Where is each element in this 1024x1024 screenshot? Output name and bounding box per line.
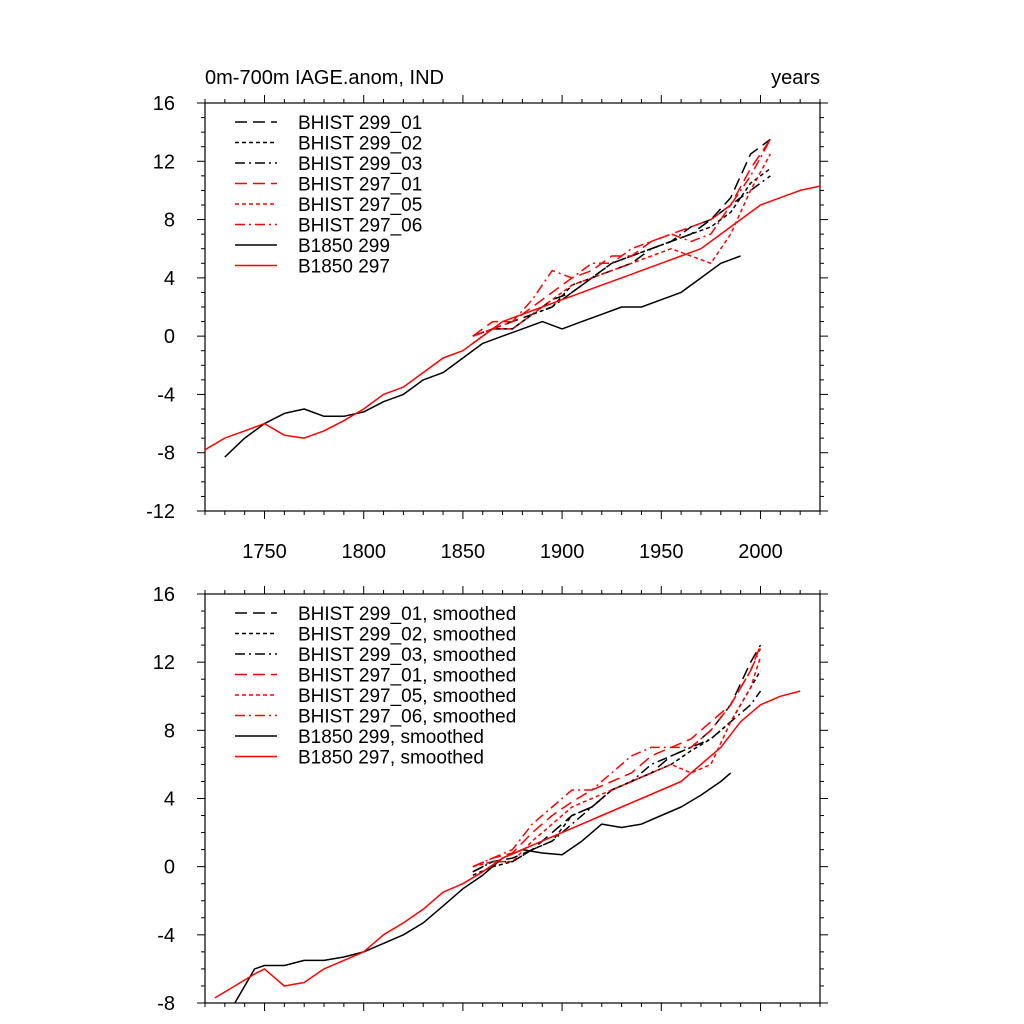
- x-tick-label: 1950: [639, 541, 684, 563]
- x-tick-label: 1900: [540, 541, 585, 563]
- x-tick-label: 1850: [441, 541, 486, 563]
- series-line-bottom-7: [214, 690, 801, 999]
- series-line-top-4: [472, 153, 772, 337]
- legend-label: BHIST 299_02: [298, 134, 422, 155]
- series-line-bottom-5: [472, 648, 762, 868]
- legend-label: B1850 297: [298, 257, 390, 278]
- top-chart-panel: 1750 1800 1850 1900 1950 2000 -12 -8 -4 0 4 8 12 16 0m…: [146, 67, 828, 563]
- legend-label: BHIST 297_06, smoothed: [298, 707, 516, 728]
- y-tick-label: -12: [146, 501, 175, 523]
- legend-label: B1850 297, smoothed: [298, 748, 484, 769]
- legend-label: BHIST 299_02, smoothed: [298, 625, 516, 646]
- y-tick-label: 4: [164, 268, 175, 290]
- series-line-bottom-4: [472, 656, 762, 868]
- series-line-bottom-6: [234, 772, 732, 1003]
- series-line-bottom-3: [472, 644, 762, 868]
- legend-label: BHIST 299_01: [298, 113, 422, 134]
- legend-label: BHIST 299_03: [298, 154, 422, 175]
- series-line-top-1: [472, 167, 771, 345]
- y-tick-label: 12: [153, 151, 175, 173]
- y-tick-label: 16: [153, 584, 175, 606]
- y-tick-label: 0: [164, 326, 175, 348]
- units-label: years: [771, 67, 820, 89]
- y-tick-label: -8: [157, 443, 175, 465]
- chart-title: 0m-700m IAGE.anom, IND: [205, 67, 444, 89]
- legend-label: B1850 299: [298, 236, 390, 257]
- y-tick-label: 4: [164, 789, 175, 811]
- legend-label: BHIST 297_01: [298, 175, 422, 196]
- x-tick-label: 2000: [738, 541, 783, 563]
- legend-label: BHIST 299_03, smoothed: [298, 645, 516, 666]
- y-tick-label: -4: [157, 925, 175, 947]
- series-line-top-5: [472, 139, 772, 337]
- x-tick-label: 1750: [242, 541, 287, 563]
- y-tick-label: 8: [164, 210, 175, 232]
- legend-label: BHIST 297_06: [298, 216, 422, 237]
- legend-label: BHIST 297_05, smoothed: [298, 686, 516, 707]
- x-tick-label: 1800: [341, 541, 386, 563]
- series-line-top-2: [472, 175, 771, 337]
- series-line-top-0: [472, 138, 771, 337]
- series-group-bottom: [214, 644, 801, 1003]
- series-group-top: [205, 138, 820, 458]
- legend-label: BHIST 297_05: [298, 195, 422, 216]
- y-tick-label: 0: [164, 857, 175, 879]
- y-tick-label: -4: [157, 384, 175, 406]
- series-line-top-7: [205, 185, 820, 451]
- legend-label: BHIST 299_01, smoothed: [298, 604, 516, 625]
- series-line-top-6: [224, 255, 741, 458]
- y-tick-label: 16: [153, 93, 175, 115]
- y-tick-label: 12: [153, 652, 175, 674]
- legend-label: B1850 299, smoothed: [298, 727, 484, 748]
- y-tick-label: 8: [164, 720, 175, 742]
- legend-label: BHIST 297_01, smoothed: [298, 666, 516, 687]
- y-tick-label: -8: [157, 993, 175, 1015]
